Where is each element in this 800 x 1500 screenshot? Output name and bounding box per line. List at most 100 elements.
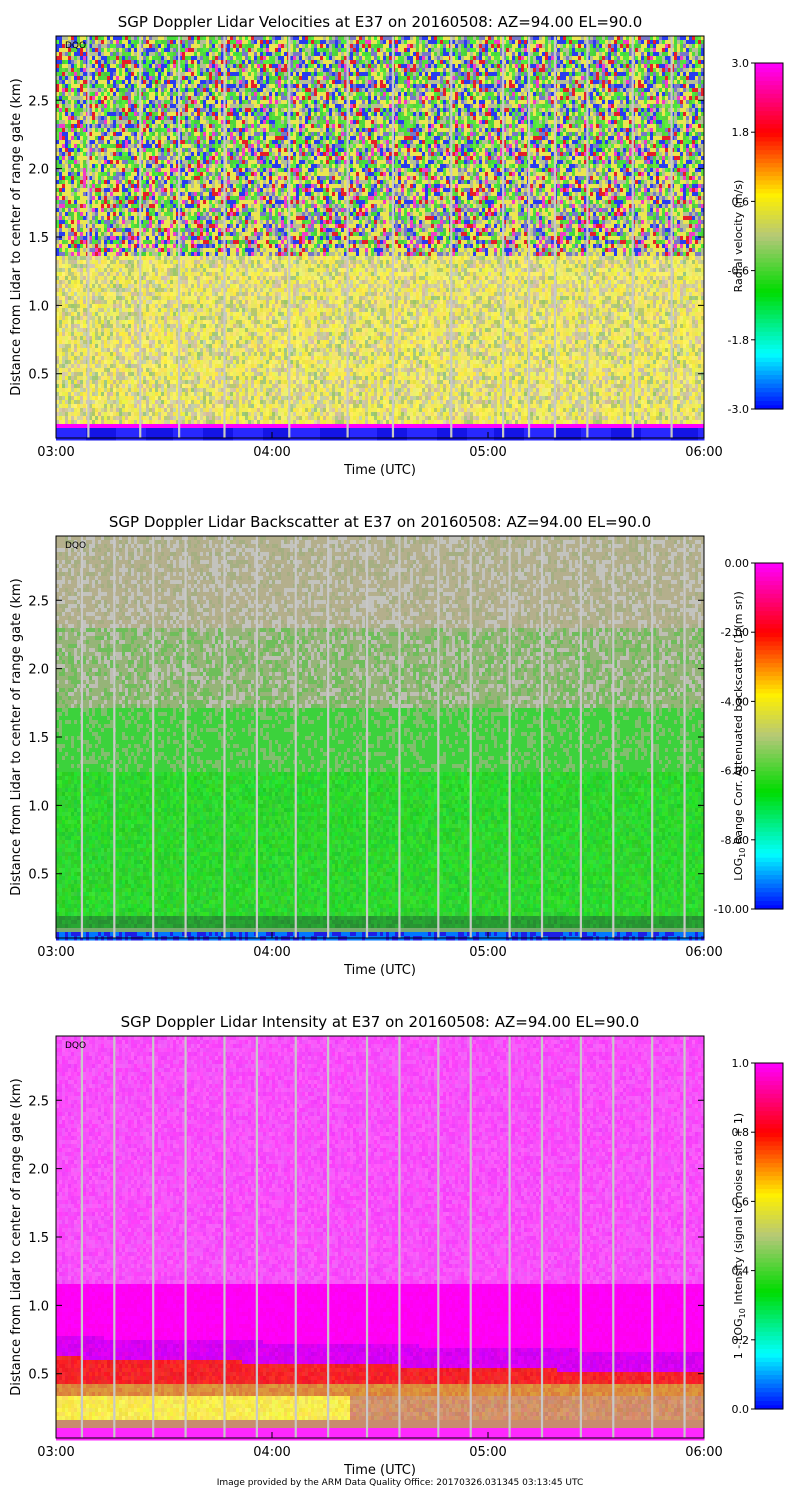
colorbar-segment [755,662,783,667]
colorbar-segment [755,206,783,211]
colorbar-segment [755,701,783,706]
colorbar-segment [755,141,783,146]
colorbar-segment [755,615,783,620]
colorbar-segment [755,236,783,241]
colorbar-segment [755,1370,783,1375]
colorbar-segment [755,1102,783,1107]
colorbar-segment [755,861,783,866]
colorbar-segment [755,896,783,901]
colorbar-segment [755,1171,783,1176]
colorbar-segment [755,115,783,120]
colorbar-segment [755,801,783,806]
colorbar-segment [755,823,783,828]
colorbar-segment [755,1162,783,1167]
colorbar-segment [755,753,783,758]
colorbar-segment [755,249,783,254]
x-tick-label: 05:00 [469,945,506,960]
colorbar-segment [755,275,783,280]
colorbar-segment [755,775,783,780]
colorbar-segment [755,279,783,284]
y-tick-label: 1.0 [28,799,49,814]
colorbar-segment [755,1292,783,1297]
colorbar-segment [755,314,783,319]
colorbar-segment [755,637,783,642]
colorbar-segment [755,654,783,659]
colorbar-segment [755,154,783,159]
colorbar-segment [755,1400,783,1405]
colorbar-segment [755,598,783,603]
colorbar-tick-label: 1.0 [732,1057,750,1070]
colorbar-segment [755,184,783,189]
colorbar-segment [755,1210,783,1215]
x-tick-label: 03:00 [37,945,74,960]
colorbar-segment [755,853,783,858]
colorbar-segment [755,1175,783,1180]
colorbar-segment [755,392,783,397]
colorbar-segment [755,288,783,293]
colorbar-segment [755,145,783,150]
colorbar-segment [755,1361,783,1366]
colorbar-segment [755,180,783,185]
colorbar-segment [755,1227,783,1232]
colorbar-segment [755,150,783,155]
colorbar-segment [755,1197,783,1202]
y-axis-label: Distance from Lidar to center of range g… [9,78,24,395]
colorbar-segment [755,1206,783,1211]
colorbar-segment [755,266,783,271]
colorbar-segment [755,340,783,345]
colorbar-segment [755,680,783,685]
x-tick-label: 05:00 [469,445,506,460]
colorbar-tick-label: 0.0 [732,1403,750,1416]
colorbar-segment [755,106,783,111]
colorbar-segment [755,128,783,133]
colorbar-segment [755,684,783,689]
corner-label: DQO [65,41,86,51]
colorbar-segment [755,1076,783,1081]
colorbar-segment [755,318,783,323]
colorbar-segment [755,297,783,302]
colorbar-segment [755,1275,783,1280]
y-tick-label: 0.5 [28,1368,49,1383]
colorbar-segment [755,1201,783,1206]
colorbar-segment [755,727,783,732]
colorbar-segment [755,262,783,267]
colorbar-tick-label: -3.0 [728,403,749,416]
colorbar-segment [755,1314,783,1319]
colorbar-segment [755,85,783,90]
colorbar-segment [755,1154,783,1159]
colorbar-segment [755,1098,783,1103]
corner-label: DQO [65,541,86,551]
colorbar-segment [755,1249,783,1254]
colorbar-segment [755,1128,783,1133]
colorbar-segment [755,1115,783,1120]
colorbar-segment [755,331,783,336]
colorbar-segment [755,370,783,375]
colorbar-segment [755,572,783,577]
panel-2: SGP Doppler Lidar Backscatter at E37 on … [9,513,783,978]
colorbar-segment [755,72,783,77]
colorbar-segment [755,1193,783,1198]
colorbar-segment [755,1236,783,1241]
colorbar-segment [755,892,783,897]
chart-title: SGP Doppler Lidar Intensity at E37 on 20… [121,1013,640,1031]
colorbar-segment [755,374,783,379]
corner-label: DQO [65,1041,86,1051]
colorbar-segment [755,1301,783,1306]
footer-credit: Image provided by the ARM Data Quality O… [0,1478,800,1488]
y-tick-label: 0.5 [28,868,49,883]
colorbar-segment [755,1089,783,1094]
colorbar-segment [755,175,783,180]
colorbar-segment [755,723,783,728]
colorbar-segment [755,641,783,646]
colorbar-segment [755,1344,783,1349]
colorbar-segment [755,1232,783,1237]
colorbar-tick-label: 0.00 [725,557,750,570]
colorbar-segment [755,1318,783,1323]
colorbar-segment [755,366,783,371]
colorbar-segment [755,400,783,405]
colorbar-label: LOG10 Range Corr. Attenuated backscatter… [732,591,747,881]
colorbar-segment [755,1305,783,1310]
colorbar-segment [755,732,783,737]
